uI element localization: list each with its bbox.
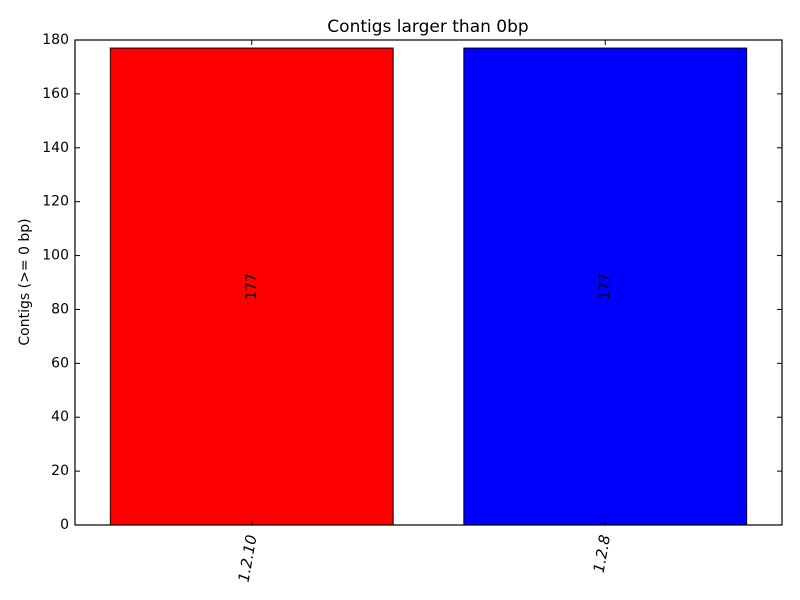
bar-1.2.8	[463, 47, 748, 526]
y-tick-label: 0	[60, 517, 69, 533]
data-label-1.2.10: 177	[244, 273, 260, 300]
y-tick-label: 100	[42, 248, 69, 264]
y-tick-label: 20	[51, 463, 69, 479]
y-tick-label: 140	[42, 140, 69, 156]
bars-layer	[109, 47, 748, 526]
x-tick-label-1.2.8: 1.2.8	[590, 533, 614, 574]
y-tick-label: 160	[42, 86, 69, 102]
y-axis-label: Contigs (>= 0 bp)	[17, 218, 33, 345]
data-labels: 177 177	[244, 273, 614, 300]
chart-title: Contigs larger than 0bp	[327, 17, 528, 37]
y-axis-ticks: 0 20 40 60 80 100 120 140 160 180	[42, 32, 782, 533]
x-tick-label-1.2.10: 1.2.10	[235, 533, 261, 583]
y-tick-label: 80	[51, 301, 69, 317]
data-label-1.2.8: 177	[597, 273, 613, 300]
y-tick-label: 120	[42, 194, 69, 210]
bar-1.2.10	[109, 47, 394, 526]
y-tick-label: 40	[51, 409, 69, 425]
y-tick-label: 60	[51, 355, 69, 371]
plot-frame	[74, 39, 783, 526]
y-tick-label: 180	[42, 32, 69, 48]
